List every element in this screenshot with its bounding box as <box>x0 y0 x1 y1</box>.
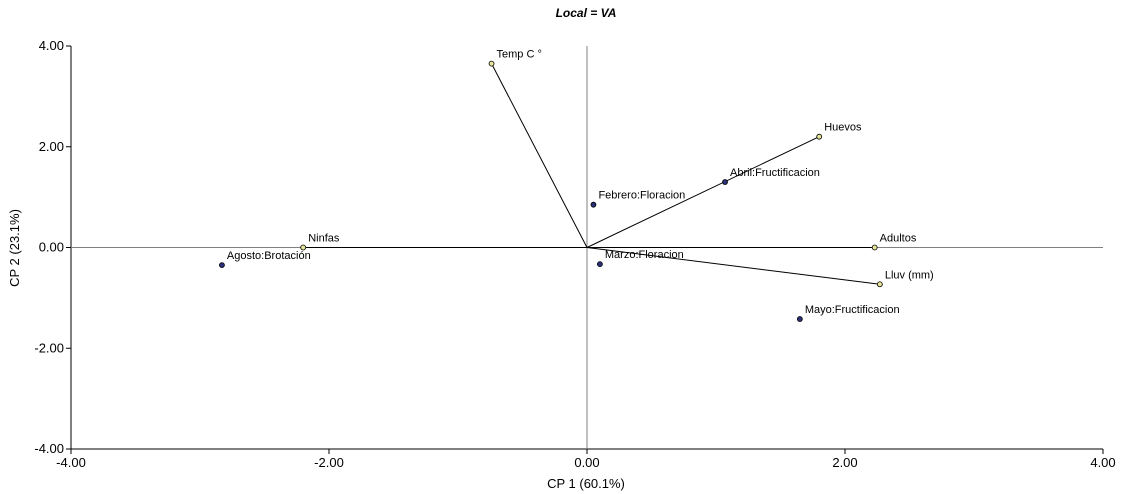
point-labels: Temp C ° Huevos Adultos Lluv (mm) Ninfas Febr… <box>227 49 934 316</box>
x-tick-label: -4.00 <box>56 455 86 470</box>
variable-vectors <box>303 63 880 285</box>
chart-title: Local = VA <box>556 6 617 20</box>
y-tick-label: -2.00 <box>34 340 64 355</box>
variable-label: Huevos <box>824 122 862 134</box>
variable-point <box>300 244 307 251</box>
variable-vector <box>491 63 588 248</box>
y-tick-label: 2.00 <box>39 139 64 154</box>
x-tick-label: 4.00 <box>1090 455 1115 470</box>
observation-point <box>796 316 803 322</box>
variable-label: Ninfas <box>308 233 340 245</box>
variable-vector <box>586 247 880 285</box>
y-tick-label: 4.00 <box>39 38 64 53</box>
variable-point <box>816 133 823 140</box>
observation-point <box>219 262 225 269</box>
observation-label: Marzo:Floracion <box>605 249 684 261</box>
x-tick-label: -2.00 <box>314 455 344 470</box>
observation-label: Febrero:Floracion <box>598 190 685 202</box>
x-tick-label: 0.00 <box>574 455 599 470</box>
variable-point <box>488 60 495 67</box>
axis-ticks: -4.00 -2.00 0.00 2.00 4.00 4.00 2.00 0.00 -2.00 -… <box>34 38 1115 470</box>
y-axis-title: CP 2 (23.1%) <box>7 209 22 287</box>
variable-label: Adultos <box>880 233 917 245</box>
observation-point <box>597 261 603 268</box>
y-tick-label: -4.00 <box>34 441 64 456</box>
x-axis-title: CP 1 (60.1%) <box>547 476 625 491</box>
observation-label: Mayo:Fructificacion <box>805 304 900 316</box>
observation-label: Abril:Fructificacion <box>730 167 820 179</box>
data-points <box>219 60 883 322</box>
variable-label: Lluv (mm) <box>885 269 934 281</box>
variable-point <box>876 281 883 288</box>
variable-vector <box>586 136 820 248</box>
variable-point <box>871 244 878 251</box>
x-tick-label: 2.00 <box>832 455 857 470</box>
observation-point <box>722 179 728 185</box>
observation-label: Agosto:Brotación <box>227 250 311 262</box>
variable-label: Temp C ° <box>497 49 542 61</box>
y-tick-label: 0.00 <box>39 240 64 255</box>
observation-point <box>590 201 597 208</box>
